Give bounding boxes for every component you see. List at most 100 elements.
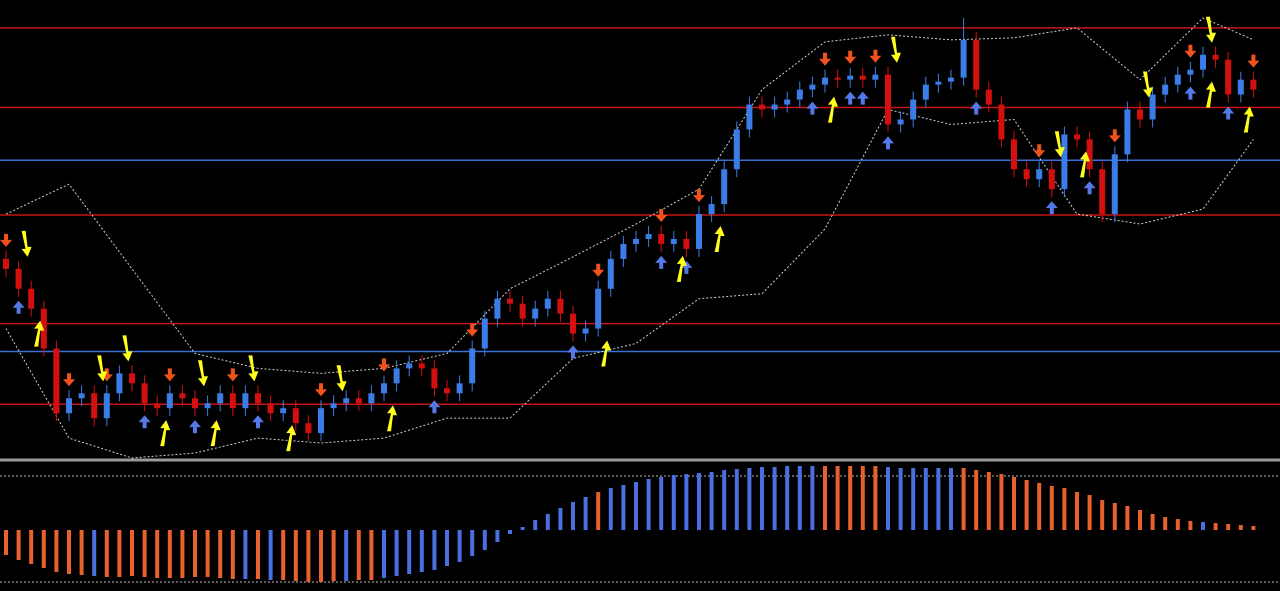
histogram-bar: [860, 466, 865, 530]
histogram-bar: [1049, 486, 1054, 530]
histogram-bar: [92, 530, 97, 576]
candle-body: [343, 398, 350, 404]
yellow-up-arrow: [1243, 106, 1254, 133]
up-arrow: [806, 101, 819, 115]
histogram-bar: [936, 468, 941, 530]
histogram-bar: [621, 485, 626, 530]
candle-body: [1074, 134, 1080, 140]
histogram-bar: [1075, 492, 1079, 530]
candle-body: [469, 348, 476, 384]
histogram-bar: [898, 468, 903, 530]
yellow-up-arrow: [160, 420, 171, 447]
candle-body: [658, 233, 665, 244]
candle-body: [847, 75, 854, 80]
yellow-down-arrow: [248, 355, 259, 382]
candle-body: [834, 77, 841, 80]
candle-body: [280, 408, 287, 414]
candle-body: [1036, 169, 1043, 180]
candle-body: [1225, 59, 1232, 95]
histogram-bar: [16, 530, 21, 560]
up-arrow: [655, 255, 668, 269]
candle-body: [822, 77, 828, 85]
down-arrow: [869, 49, 882, 63]
candle-body: [670, 238, 677, 244]
candle-body: [519, 303, 526, 319]
candle-body: [406, 363, 413, 369]
down-arrow: [819, 52, 831, 66]
candle-body: [544, 298, 551, 309]
yellow-down-arrow: [1206, 16, 1216, 43]
down-arrow: [226, 368, 239, 382]
histogram-bar: [747, 468, 752, 530]
histogram-bar: [281, 530, 286, 580]
histogram-bar: [369, 530, 374, 580]
candle-body: [696, 214, 702, 249]
candle-body: [481, 318, 488, 349]
yellow-up-arrow: [1080, 151, 1090, 178]
up-arrow: [12, 300, 25, 314]
histogram-bar: [319, 530, 323, 582]
histogram-bar: [331, 530, 336, 581]
candle-body: [292, 408, 299, 424]
yellow-down-arrow: [21, 230, 32, 257]
histogram-bar: [1100, 500, 1105, 530]
candle-body: [645, 233, 652, 239]
candle-body: [229, 393, 236, 409]
candle-body: [179, 393, 186, 399]
yellow-down-arrow: [1143, 71, 1153, 98]
up-arrow: [1083, 181, 1096, 195]
yellow-up-arrow: [1206, 81, 1216, 108]
histogram-bar: [205, 530, 210, 577]
candle-body: [897, 119, 904, 125]
candle-body: [910, 99, 917, 120]
candle-body: [393, 368, 400, 384]
candle-body: [1187, 69, 1194, 75]
histogram-bar: [722, 470, 727, 530]
candle-body: [192, 398, 198, 409]
histogram-bar: [1087, 495, 1092, 530]
histogram-bar: [1012, 477, 1016, 530]
yellow-down-arrow: [1054, 131, 1065, 158]
candle-body: [998, 104, 1005, 140]
up-arrow: [428, 400, 441, 414]
candle-body: [607, 258, 614, 289]
up-arrow: [970, 101, 983, 115]
candle-body: [922, 84, 929, 100]
histogram-bar: [797, 466, 802, 530]
histogram-bar: [596, 492, 601, 530]
histogram-bar: [142, 530, 147, 577]
candle-body: [1111, 154, 1118, 215]
candle-body: [456, 383, 463, 394]
candle-body: [444, 388, 450, 394]
candle-body: [1086, 139, 1093, 170]
histogram-bar: [533, 520, 538, 530]
candle-body: [683, 238, 690, 249]
histogram-bar: [772, 467, 777, 530]
candle-body: [557, 298, 564, 314]
yellow-up-arrow: [676, 255, 687, 282]
histogram-bar: [785, 466, 790, 530]
histogram-bar: [646, 479, 651, 530]
candle-body: [570, 313, 576, 334]
histogram-bar: [1251, 526, 1256, 530]
histogram-bar: [558, 508, 563, 530]
histogram-bar: [1138, 510, 1142, 530]
down-arrow: [693, 189, 705, 203]
candle-body: [381, 383, 387, 394]
yellow-down-arrow: [97, 355, 108, 382]
candle-body: [368, 393, 375, 404]
yellow-up-arrow: [828, 96, 838, 123]
yellow-down-arrow: [891, 36, 901, 63]
candle-body: [872, 74, 879, 80]
histogram-bar: [1163, 517, 1168, 530]
histogram-bar: [545, 514, 550, 530]
histogram-bar: [823, 466, 827, 530]
candle-body: [1200, 54, 1206, 70]
histogram-bar: [306, 530, 311, 582]
histogram-bar: [419, 530, 424, 572]
histogram-bar: [886, 467, 890, 530]
up-arrow: [1184, 86, 1197, 100]
histogram-bar: [684, 474, 689, 530]
